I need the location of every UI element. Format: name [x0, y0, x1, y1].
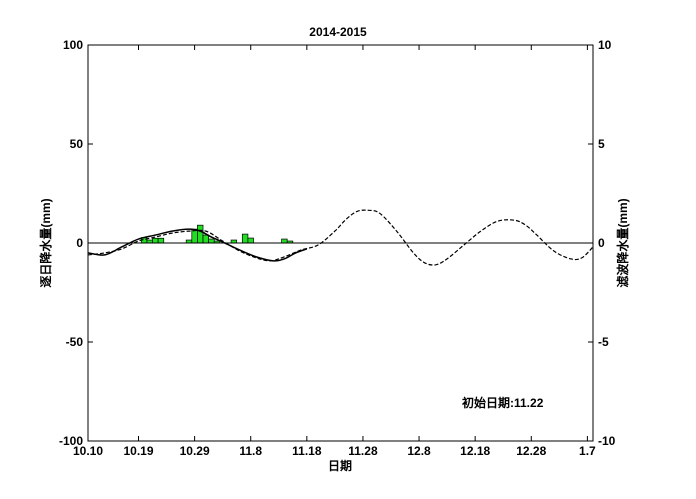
bar [157, 237, 165, 244]
annotation-text: 初始日期:11.22 [462, 395, 544, 410]
y-axis-right-label: 滤波降水量(mm) [615, 198, 630, 287]
x-tick-label: 11.8 [239, 444, 262, 458]
y-right-tick-label: 0 [598, 236, 605, 250]
x-tick-label: 11.28 [348, 444, 378, 458]
y-right-tick-label: 10 [598, 38, 612, 52]
y-right-tick-label: 5 [598, 137, 605, 151]
y-right-tick-label: -5 [598, 335, 609, 349]
x-tick-label: 10.19 [123, 444, 153, 458]
y-left-tick-label: 50 [70, 137, 84, 151]
bar [202, 234, 209, 244]
bar [281, 238, 288, 244]
y-right-tick-label: -10 [598, 434, 616, 448]
y-left-tick-label: -100 [59, 434, 83, 448]
tick-group: 10.10 10.19 10.29 11.8 11.18 11.28 12.8 12.18 12… [59, 38, 616, 458]
x-tick-label: 12.28 [516, 444, 546, 458]
bar [241, 233, 249, 244]
x-tick-label: 12.18 [460, 444, 490, 458]
bar [247, 237, 254, 244]
bar [152, 237, 159, 244]
x-tick-label: 10.29 [180, 444, 210, 458]
bar [208, 238, 215, 244]
y-left-tick-label: 0 [76, 236, 83, 250]
y-left-tick-label: -50 [66, 335, 84, 349]
chart-title: 2014-2015 [309, 25, 367, 39]
x-tick-label: 12.8 [407, 444, 431, 458]
bar [197, 224, 204, 244]
x-tick-label: 1.7 [579, 444, 596, 458]
y-left-tick-label: 100 [63, 38, 83, 52]
x-tick-label: 10.10 [73, 444, 103, 458]
x-tick-label: 11.18 [292, 444, 322, 458]
filtered-dashed-line [87, 209, 594, 266]
y-axis-left-label: 逐日降水量(mm) [38, 198, 53, 287]
x-axis-label: 日期 [328, 458, 352, 473]
filtered-solid-line [87, 228, 308, 262]
